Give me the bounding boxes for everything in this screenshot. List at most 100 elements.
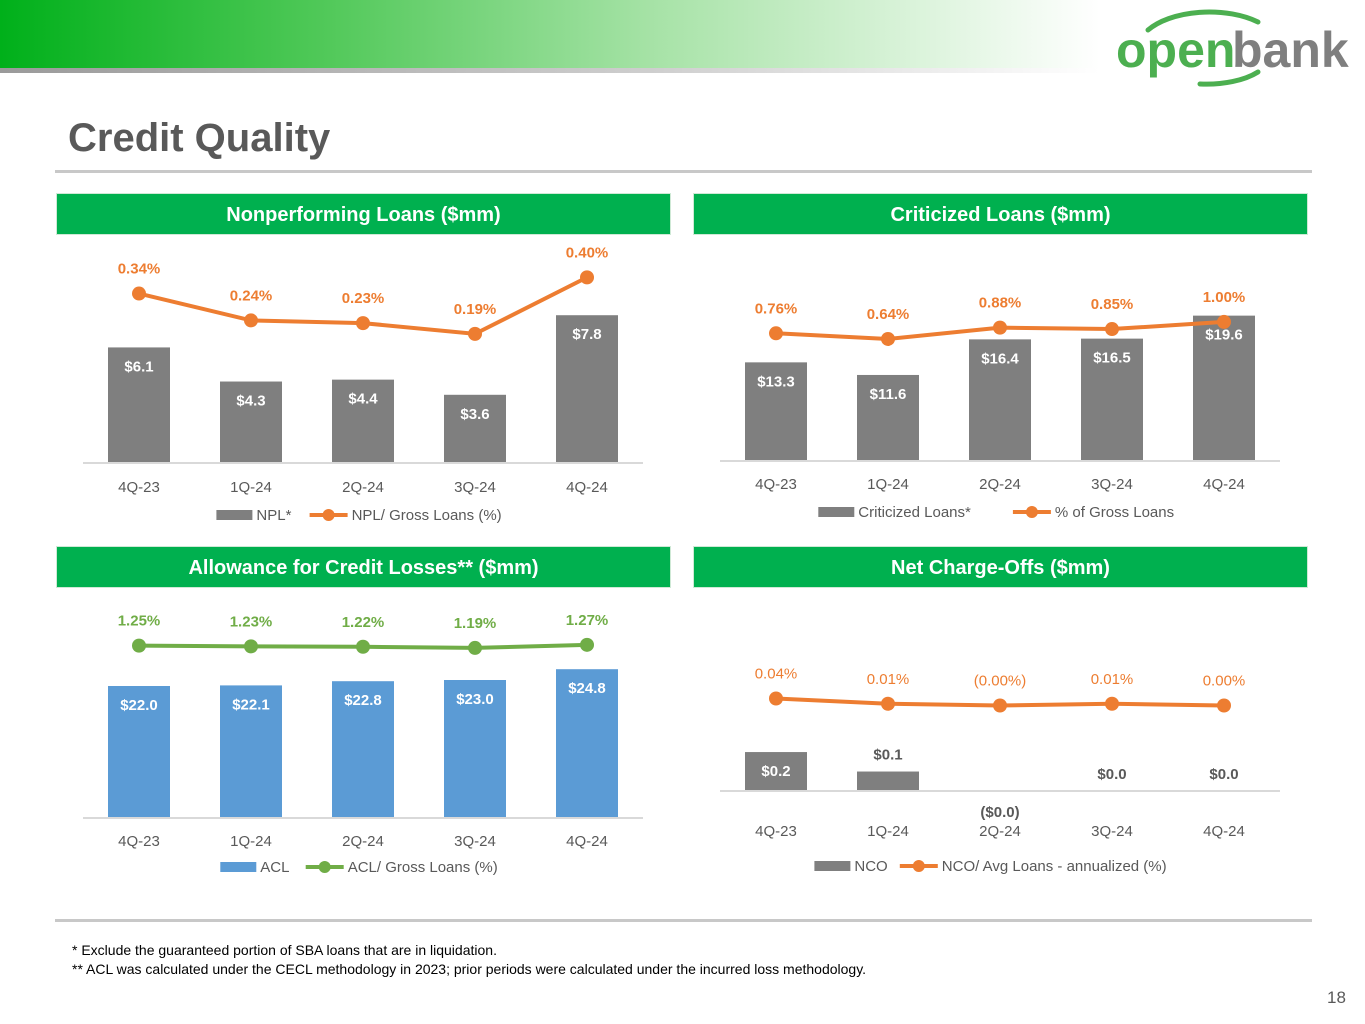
line-point (1105, 696, 1119, 711)
chart-allowance-credit-losses: $22.0 $22.1 $22.8 $23.0 $24.8 4Q-23 1Q-24 2Q-24… (83, 612, 643, 876)
bar-data-label: $24.8 (568, 680, 606, 697)
line-data-label: 1.27% (566, 612, 609, 629)
line-data-label: 0.01% (867, 671, 910, 688)
line-point (1105, 322, 1119, 337)
line-data-label: 1.23% (230, 613, 273, 630)
bar-data-label: ($0.0) (980, 804, 1019, 821)
footnote-acl: ** ACL was calculated under the CECL met… (72, 961, 867, 977)
line-point (580, 637, 594, 652)
x-tick-label: 2Q-24 (979, 823, 1021, 840)
line-point (881, 331, 895, 346)
line-data-label: 0.85% (1091, 296, 1134, 313)
line-point (244, 639, 258, 654)
line-data-label: 0.64% (867, 306, 910, 323)
bar (220, 381, 282, 463)
legend-swatch-bar (220, 862, 257, 872)
line-point (881, 696, 895, 711)
x-tick-label: 1Q-24 (867, 823, 909, 840)
line-point (993, 698, 1007, 713)
x-tick-label: 3Q-24 (454, 479, 496, 496)
bar-data-label: $4.3 (236, 393, 265, 410)
panel-title: Nonperforming Loans ($mm) (56, 193, 671, 235)
bar (332, 681, 394, 818)
line-point (132, 638, 146, 653)
x-tick-label: 4Q-24 (566, 479, 608, 496)
bar-data-label: $22.8 (344, 692, 382, 709)
x-tick-label: 1Q-24 (230, 833, 272, 850)
line-data-label: 0.00% (1203, 673, 1246, 690)
bar (857, 374, 919, 461)
bar (108, 347, 170, 463)
page-number: 18 (1327, 988, 1346, 1007)
bar-data-label: $6.1 (124, 358, 153, 375)
line-data-label: 0.19% (454, 301, 497, 318)
line-point (769, 691, 783, 706)
line-point (244, 313, 258, 328)
line-data-label: 0.88% (979, 295, 1022, 312)
x-tick-label: 4Q-23 (755, 823, 797, 840)
logo-word-bank: bank (1232, 22, 1349, 78)
logo-arc-bottom-icon (1197, 69, 1261, 87)
line-data-label: (0.00%) (974, 673, 1027, 690)
bar (444, 394, 506, 463)
bar (1081, 338, 1143, 461)
bar-data-label: $4.4 (348, 391, 378, 408)
line-point (580, 270, 594, 285)
legend-marker (322, 509, 335, 521)
x-tick-label: 2Q-24 (342, 479, 384, 496)
x-tick-label: 1Q-24 (230, 479, 272, 496)
bar (857, 771, 919, 791)
line-data-label: 1.22% (342, 614, 385, 631)
x-tick-label: 3Q-24 (1091, 476, 1133, 493)
x-tick-label: 4Q-23 (755, 476, 797, 493)
bar-data-label: $0.2 (761, 763, 790, 780)
legend-label-line: % of Gross Loans (1055, 504, 1174, 521)
panel-title: Criticized Loans ($mm) (693, 193, 1308, 235)
line-point (1217, 314, 1231, 329)
legend-swatch-bar (814, 861, 851, 871)
line-point (468, 326, 482, 341)
line-data-label: 0.24% (230, 287, 273, 304)
chart-net-charge-offs: $0.2 $0.1 ($0.0) $0.0 $0.0 4Q-23 1Q-24 2Q-24 3Q-… (720, 666, 1280, 875)
bar (556, 669, 618, 818)
bar-data-label: $22.0 (120, 697, 158, 714)
legend-marker (912, 860, 925, 872)
bar-data-label: $13.3 (757, 373, 795, 390)
line-data-label: 1.00% (1203, 289, 1246, 306)
footer-divider (55, 919, 1312, 922)
legend-label-bar: NCO (854, 858, 887, 875)
bar-data-label: $16.4 (981, 350, 1019, 367)
legend-label-line: ACL/ Gross Loans (%) (348, 859, 498, 876)
bar (969, 339, 1031, 461)
bar-data-label: $11.6 (870, 386, 907, 403)
line-point (468, 640, 482, 655)
bar-data-label: $7.8 (572, 326, 601, 343)
bar (745, 752, 807, 791)
bar-data-label: $16.5 (1093, 350, 1131, 367)
x-tick-label: 4Q-23 (118, 833, 160, 850)
line-data-label: 0.01% (1091, 671, 1134, 688)
x-tick-label: 3Q-24 (1091, 823, 1133, 840)
bar (108, 686, 170, 818)
line-data-label: 1.19% (454, 615, 497, 632)
line-data-label: 0.04% (755, 666, 798, 683)
chart-nonperforming-loans: $6.1 $4.3 $4.4 $3.6 $7.8 4Q-23 1Q-24 2Q-24 3Q-24… (83, 244, 643, 524)
x-tick-label: 2Q-24 (342, 833, 384, 850)
legend-swatch-bar (818, 507, 855, 517)
legend-label-bar: ACL (260, 859, 289, 876)
legend-label-bar: NPL* (256, 507, 291, 524)
footnote-sba: * Exclude the guaranteed portion of SBA … (72, 942, 497, 958)
bar (1193, 315, 1255, 461)
x-tick-label: 4Q-24 (1203, 823, 1245, 840)
line-data-label: 0.76% (755, 300, 798, 317)
bar-data-label: $23.0 (456, 691, 494, 708)
x-tick-label: 3Q-24 (454, 833, 496, 850)
bar (745, 362, 807, 461)
line-data-label: 0.34% (118, 261, 161, 278)
bar (556, 315, 618, 463)
x-tick-label: 4Q-24 (566, 833, 608, 850)
x-tick-label: 2Q-24 (979, 476, 1021, 493)
bar-data-label: $22.1 (232, 696, 270, 713)
header-gradient-bar (0, 0, 1100, 68)
logo-word-open: open (1116, 22, 1235, 78)
